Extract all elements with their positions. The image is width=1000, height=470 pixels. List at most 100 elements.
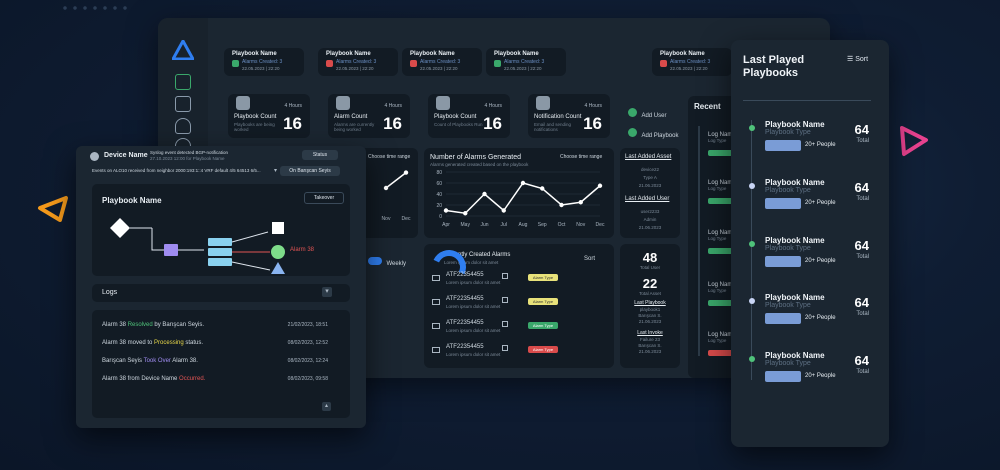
last-played-item[interactable]: Playbook Name Playbook Type 20+ People 6… [731,236,889,286]
recent-item[interactable]: Log Name Log Type [708,230,736,259]
alarm-desc: Lorem ipsum dolor sit amet [446,304,501,309]
left-chart-range[interactable]: Choose time range [368,154,411,160]
recent-title: Recent [694,102,721,111]
playbook-flow-panel: Playbook Name Takeover Alarm 38 [92,184,350,276]
alarm-row[interactable]: ATF22354455 Lorem ipsum dolor sit amet A… [432,344,602,362]
chevron-down-icon[interactable]: ▾ [322,287,332,297]
timeline-dot [749,183,755,189]
last-playbook-title[interactable]: Last Playbook [634,300,666,306]
playbook-type: Playbook Type [765,129,811,136]
playbook-total-label: Total [856,138,869,144]
asset-date: 21.06.2023 [638,183,662,188]
log-text: by Barışcan Seyis. [152,322,205,328]
recent-item-name: Log Name [708,180,736,186]
created-alarms-title: Recently Created Alarms [444,252,511,258]
sort-button[interactable]: ☰ Sort [847,55,868,63]
add-user-button[interactable]: Add User [628,104,666,122]
chevron-down-icon[interactable]: ▾ [274,168,278,174]
database-icon [536,96,550,110]
add-user-label: Add User [641,113,667,119]
alarm-id: ATF22354455 [446,272,484,278]
avatar-group [765,198,801,209]
device-msg2: 27.10.2023 12:00 for Playbook Name [150,156,225,161]
owner-button[interactable]: On Barışcan Seyis [280,166,340,176]
sort-label: Sort [855,56,869,63]
alarm-type-badge: Alarm Type [528,346,558,353]
recent-item-badge [708,350,734,356]
mail-icon [432,323,440,329]
alarm-row[interactable]: ATF22354455 Lorem ipsum dolor sit amet A… [432,272,602,290]
last-played-item[interactable]: Playbook Name Playbook Type 20+ People 6… [731,178,889,228]
alarm-icon[interactable] [175,118,191,134]
alarm-node [271,245,285,259]
playbook-total-label: Total [856,311,869,317]
last-played-item[interactable]: Playbook Name Playbook Type 20+ People 6… [731,120,889,170]
count-card-hours: 4 Hours [284,103,302,109]
count-card-sub: Alarms are currently being worked [334,122,375,132]
data-point [501,208,506,213]
last-added-asset-title[interactable]: Last Added Asset [625,154,672,160]
x-tick-label: Dec [402,216,411,222]
playbook-card[interactable]: Playbook Name Alarms Created: 3 22.05.20… [402,48,482,76]
start-node [110,218,130,238]
recent-item[interactable]: Log Name Log Type [708,132,736,161]
toggle-switch[interactable] [368,256,382,265]
total-asset-value: 22 [642,276,658,291]
playbook-card[interactable]: Playbook Name Alarms Created: 3 22.05.20… [486,48,566,76]
total-asset-label: Total Asset [639,291,661,296]
avatar-group [765,140,801,151]
count-card-hours: 4 Hours [484,103,502,109]
logo-icon [172,40,194,60]
last-added-user-info: user2233 Admin 21.06.2023 [620,208,680,232]
recent-item[interactable]: Log Name Log Type [708,282,736,311]
mail-icon [432,347,440,353]
playbook-card[interactable]: Playbook Name Alarms Created: 3 22.05.20… [318,48,398,76]
y-tick-label: 20 [436,203,442,209]
alarm-id: ATF22354455 [446,344,484,350]
alarm-row[interactable]: ATF22354455 Lorem ipsum dolor sit amet A… [432,320,602,338]
edit-icon[interactable] [502,321,508,327]
alarms-chart-panel: Number of Alarms Generated Alarms genera… [424,148,614,238]
last-invoke-title[interactable]: Last Invoke [637,330,663,336]
last-added-user-title[interactable]: Last Added User [625,196,670,202]
data-point [463,211,468,216]
device-title: Device Name [104,152,148,159]
cube-icon[interactable] [175,96,191,112]
playbook-card-status: Alarms Created: 3 [670,59,711,65]
last-played-item[interactable]: Playbook Name Playbook Type 20+ People 6… [731,351,889,401]
x-tick-label: Oct [558,222,566,228]
playbook-card[interactable]: Playbook Name Alarms Created: 3 22.05.20… [224,48,304,76]
alarm-row[interactable]: ATF22354455 Lorem ipsum dolor sit amet A… [432,296,602,314]
created-alarms-sort[interactable]: Sort [584,256,596,262]
y-tick-label: 60 [436,181,442,187]
database-icon [436,96,450,110]
orange-triangle-icon [38,196,68,222]
count-card-sub: Email and sending notifications [534,122,572,132]
playbook-card-date: 22.05.2023 | 22:20 [336,66,374,71]
logs-header[interactable]: Logs ▾ [92,284,350,302]
recent-item-name: Log Name [708,332,736,338]
scroll-up-icon[interactable]: ▴ [322,402,331,411]
playbook-total-value: 64 [854,238,869,253]
grid-icon[interactable] [175,74,191,90]
edit-icon[interactable] [502,297,508,303]
recent-item-badge [708,198,734,204]
left-chart: Nov Dec [382,170,411,222]
created-alarms-panel: Recently Created Alarms Lorem ipsum dolo… [424,244,614,368]
last-playbook-info: playbook1 Barışcan S. 21.06.2023 [620,307,680,325]
alarm-id: ATF22354455 [446,320,484,326]
playbook-card[interactable]: Playbook Name Alarms Created: 3 22.05.20… [652,48,732,76]
status-button[interactable]: Status [302,150,338,160]
takeover-button[interactable]: Takeover [304,192,344,204]
edit-icon[interactable] [502,273,508,279]
weekly-toggle[interactable]: Weekly [368,252,406,270]
recent-item[interactable]: Log Name Log Type [708,180,736,209]
alarms-chart-range[interactable]: Choose time range [560,154,603,160]
edit-icon[interactable] [502,345,508,351]
last-played-item[interactable]: Playbook Name Playbook Type 20+ People 6… [731,293,889,343]
alarm-desc: Lorem ipsum dolor sit amet [446,280,501,285]
y-tick-label: 0 [439,214,442,220]
add-playbook-button[interactable]: Add Playbook [628,124,678,142]
count-card-sub: Count of Playbooks Run [434,122,483,127]
recent-item[interactable]: Log Name Log Type [708,332,736,361]
